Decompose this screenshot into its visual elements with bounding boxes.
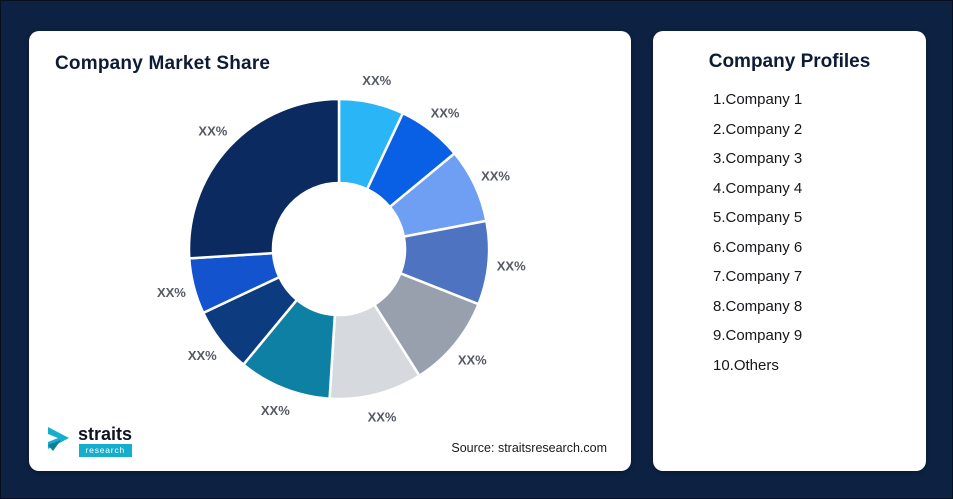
slice-label: XX% [198,124,227,139]
logo-subtext: research [78,444,133,457]
profiles-list: 1.Company 1 2.Company 2 3.Company 3 4.Compa… [653,91,926,374]
slice-label: XX% [157,285,186,300]
donut-chart: XX% XX% XX% XX% XX% XX% XX% XX% XX% XX% [157,73,526,425]
profile-item: 8.Company 8 [713,297,803,315]
slice-label: XX% [188,348,217,363]
profile-item: 7.Company 7 [713,268,803,285]
profile-item: 1.Company 1 [713,91,803,108]
straits-logo: straits research [47,424,133,457]
slice-label: XX% [497,258,526,273]
chart-slice-others [187,97,341,260]
market-share-card: Company Market Share XX% XX% XX% XX% XX% XX% X… [29,31,631,471]
slice-label: XX% [368,410,397,425]
slice-label: XX% [431,105,460,120]
profile-item: 5.Company 5 [713,209,803,226]
profiles-title: Company Profiles [708,51,871,72]
chart-title: Company Market Share [55,53,271,74]
company-profiles-card: Company Profiles 1.Company 1 2.Company 2 3… [653,31,926,471]
slice-label: XX% [458,352,487,367]
profile-item: 9.Company 9 [713,327,803,344]
profile-item: 3.Company 3 [713,150,803,167]
source-text: Source: straitsresearch.com [451,441,607,455]
slice-label: XX% [362,73,391,88]
profile-item: 4.Company 4 [713,179,803,197]
logo-text-group: straits research [78,424,133,457]
logo-name: straits [78,424,133,444]
straits-arrow-icon [48,427,69,451]
profile-item: 6.Company 6 [713,238,803,256]
slice-label: XX% [261,403,290,418]
profile-item: 10.Others [713,356,779,374]
profile-item: 2.Company 2 [713,120,803,138]
slice-label: XX% [481,168,510,183]
